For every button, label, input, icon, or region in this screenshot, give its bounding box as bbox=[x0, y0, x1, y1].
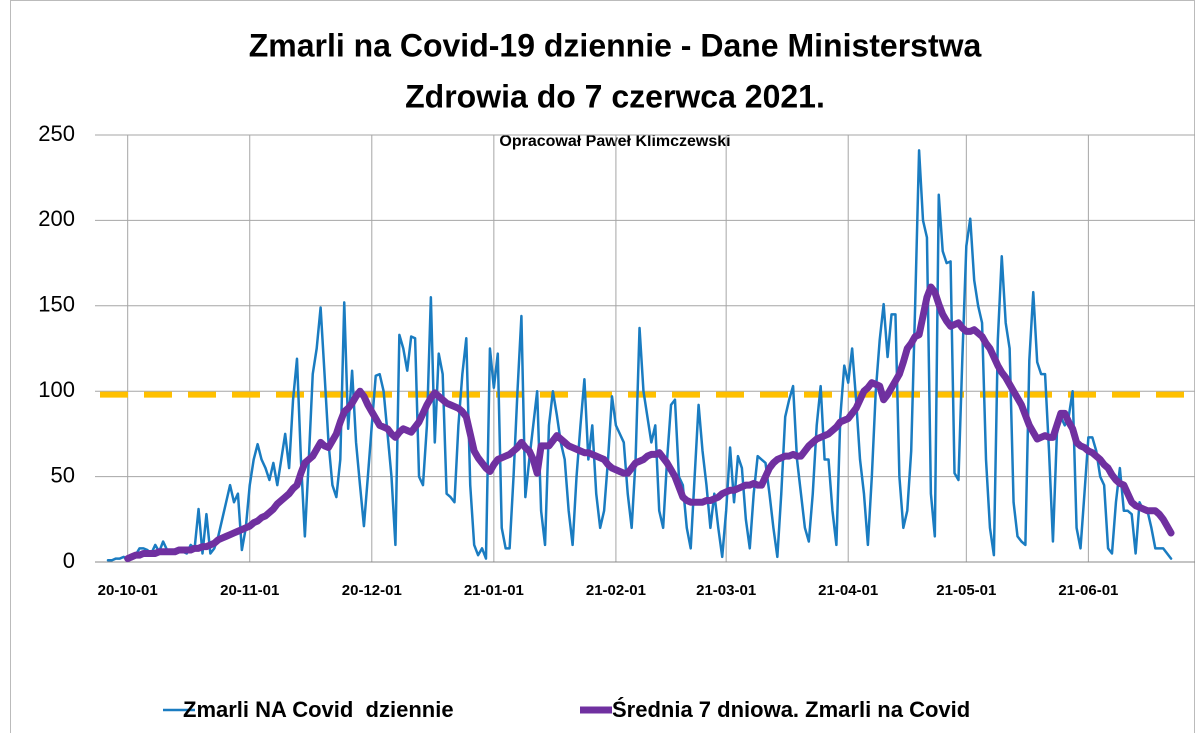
chart-title-line: Zdrowia do 7 czerwca 2021. bbox=[405, 78, 825, 114]
series-line bbox=[124, 283, 1175, 563]
legend-item: Zmarli NA Covid dziennie bbox=[163, 697, 454, 722]
x-tick-label: 21-06-01 bbox=[1058, 582, 1118, 599]
y-tick-label: 200 bbox=[38, 206, 75, 231]
x-tick-label: 20-10-01 bbox=[98, 582, 158, 599]
x-tick-label: 21-02-01 bbox=[586, 582, 646, 599]
x-tick-label: 21-01-01 bbox=[464, 582, 524, 599]
series-line bbox=[106, 149, 1173, 562]
y-tick-label: 100 bbox=[38, 377, 75, 402]
chart-title-line: Zmarli na Covid-19 dziennie - Dane Minis… bbox=[249, 27, 982, 63]
chart-subtitle: Opracował Paweł Klimczewski bbox=[499, 133, 730, 150]
legend-label: Średnia 7 dniowa. Zmarli na Covid bbox=[612, 697, 970, 722]
x-tick-label: 21-05-01 bbox=[936, 582, 996, 599]
legend-label: Zmarli NA Covid dziennie bbox=[183, 697, 454, 722]
chart-border bbox=[10, 0, 1195, 733]
y-tick-label: 150 bbox=[38, 292, 75, 317]
x-tick-label: 21-03-01 bbox=[696, 582, 756, 599]
x-tick-label: 21-04-01 bbox=[818, 582, 878, 599]
x-tick-label: 20-12-01 bbox=[342, 582, 402, 599]
x-tick-label: 20-11-01 bbox=[220, 582, 279, 599]
legend-item: Średnia 7 dniowa. Zmarli na Covid bbox=[580, 697, 970, 722]
y-tick-label: 0 bbox=[63, 548, 75, 573]
y-tick-label: 50 bbox=[51, 462, 75, 487]
y-tick-label: 250 bbox=[38, 121, 75, 146]
